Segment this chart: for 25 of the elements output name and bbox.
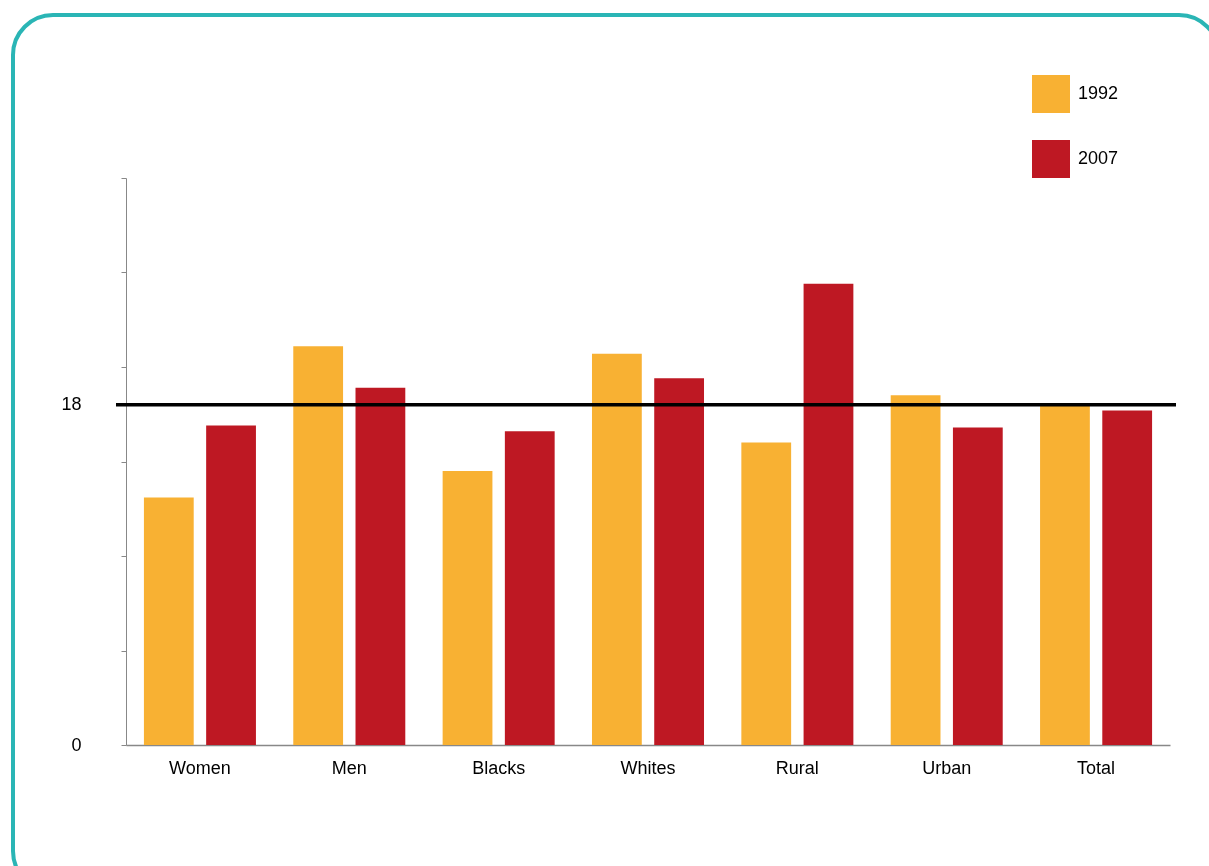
bar (654, 378, 705, 745)
x-tick-label: Rural (775, 757, 819, 778)
x-tick-label: Men (331, 757, 367, 778)
x-tick-label: Women (169, 757, 231, 778)
legend-label: 1992 (1078, 83, 1119, 103)
y-tick-label: 18 (61, 394, 82, 415)
bar (355, 387, 406, 745)
bar (741, 442, 792, 745)
bar (803, 283, 854, 745)
x-tick-label: Whites (620, 757, 676, 778)
x-tick-label: Blacks (472, 757, 526, 778)
bar (206, 425, 256, 745)
bar (890, 395, 941, 745)
bar (1040, 404, 1090, 745)
y-tick-label: 0 (71, 734, 82, 755)
legend-label: 2007 (1078, 148, 1119, 168)
bar (504, 431, 555, 745)
bar (1102, 410, 1153, 745)
x-tick-label: Urban (922, 757, 972, 778)
bar (143, 497, 194, 745)
bar (952, 427, 1003, 745)
bar (442, 470, 493, 745)
bar (591, 353, 642, 745)
x-tick-label: Total (1077, 757, 1116, 778)
bar (293, 346, 344, 745)
